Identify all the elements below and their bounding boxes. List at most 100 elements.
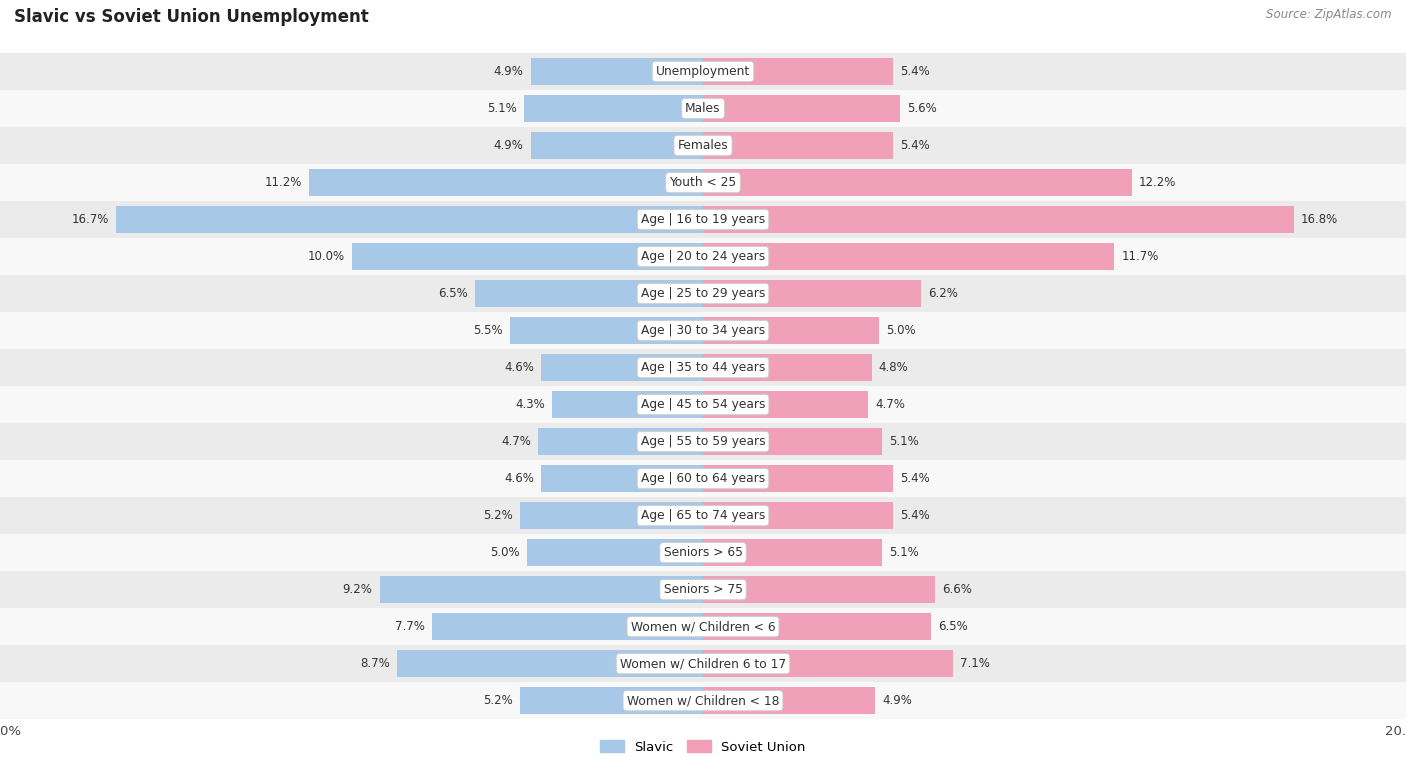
Bar bbox=[537, 428, 703, 455]
Text: 4.9%: 4.9% bbox=[494, 65, 524, 78]
Text: 12.2%: 12.2% bbox=[1139, 176, 1177, 189]
Bar bbox=[398, 650, 703, 677]
Text: 10.0%: 10.0% bbox=[308, 250, 344, 263]
Bar bbox=[0, 682, 1406, 719]
Bar bbox=[703, 613, 932, 640]
Bar bbox=[520, 687, 703, 714]
Text: 16.8%: 16.8% bbox=[1301, 213, 1337, 226]
Text: 5.2%: 5.2% bbox=[484, 694, 513, 707]
Bar bbox=[0, 90, 1406, 127]
Bar bbox=[703, 132, 893, 159]
Text: 5.4%: 5.4% bbox=[900, 139, 929, 152]
Bar bbox=[0, 349, 1406, 386]
Bar bbox=[0, 460, 1406, 497]
Text: 5.1%: 5.1% bbox=[889, 546, 920, 559]
Text: Age | 65 to 74 years: Age | 65 to 74 years bbox=[641, 509, 765, 522]
Bar bbox=[0, 423, 1406, 460]
Bar bbox=[703, 58, 893, 85]
Text: 4.9%: 4.9% bbox=[883, 694, 912, 707]
Text: Seniors > 65: Seniors > 65 bbox=[664, 546, 742, 559]
Text: 4.7%: 4.7% bbox=[875, 398, 905, 411]
Bar bbox=[527, 539, 703, 566]
Bar bbox=[0, 164, 1406, 201]
Text: 4.6%: 4.6% bbox=[505, 361, 534, 374]
Bar bbox=[0, 275, 1406, 312]
Text: 5.5%: 5.5% bbox=[472, 324, 503, 337]
Bar bbox=[309, 170, 703, 196]
Bar bbox=[703, 95, 900, 122]
Text: Age | 45 to 54 years: Age | 45 to 54 years bbox=[641, 398, 765, 411]
Text: 8.7%: 8.7% bbox=[360, 657, 391, 670]
Bar bbox=[0, 201, 1406, 238]
Bar bbox=[0, 608, 1406, 645]
Bar bbox=[0, 386, 1406, 423]
Text: Source: ZipAtlas.com: Source: ZipAtlas.com bbox=[1267, 8, 1392, 20]
Text: 6.5%: 6.5% bbox=[939, 620, 969, 633]
Bar bbox=[703, 687, 875, 714]
Text: 11.7%: 11.7% bbox=[1122, 250, 1159, 263]
Text: 5.0%: 5.0% bbox=[491, 546, 520, 559]
Bar bbox=[0, 53, 1406, 90]
Text: 6.2%: 6.2% bbox=[928, 287, 957, 300]
Text: Males: Males bbox=[685, 102, 721, 115]
Text: 4.6%: 4.6% bbox=[505, 472, 534, 485]
Bar bbox=[510, 317, 703, 344]
Bar bbox=[541, 354, 703, 381]
Text: Age | 35 to 44 years: Age | 35 to 44 years bbox=[641, 361, 765, 374]
Bar bbox=[703, 428, 883, 455]
Bar bbox=[0, 127, 1406, 164]
Text: 5.4%: 5.4% bbox=[900, 472, 929, 485]
Bar bbox=[520, 503, 703, 529]
Bar bbox=[703, 280, 921, 307]
Bar bbox=[703, 576, 935, 603]
Bar bbox=[703, 391, 869, 418]
Text: 6.5%: 6.5% bbox=[437, 287, 467, 300]
Bar bbox=[703, 539, 883, 566]
Text: Seniors > 75: Seniors > 75 bbox=[664, 583, 742, 596]
Bar bbox=[703, 503, 893, 529]
Text: Women w/ Children < 18: Women w/ Children < 18 bbox=[627, 694, 779, 707]
Text: 5.1%: 5.1% bbox=[486, 102, 517, 115]
Text: 4.8%: 4.8% bbox=[879, 361, 908, 374]
Text: 4.3%: 4.3% bbox=[515, 398, 546, 411]
Bar bbox=[703, 243, 1114, 269]
Bar bbox=[380, 576, 703, 603]
Bar bbox=[0, 571, 1406, 608]
Text: 6.6%: 6.6% bbox=[942, 583, 972, 596]
Text: 9.2%: 9.2% bbox=[343, 583, 373, 596]
Text: Females: Females bbox=[678, 139, 728, 152]
Text: 5.6%: 5.6% bbox=[907, 102, 936, 115]
Text: 4.9%: 4.9% bbox=[494, 139, 524, 152]
Bar bbox=[352, 243, 703, 269]
Bar bbox=[524, 95, 703, 122]
Bar bbox=[0, 312, 1406, 349]
Bar bbox=[115, 206, 703, 233]
Text: Age | 60 to 64 years: Age | 60 to 64 years bbox=[641, 472, 765, 485]
Bar bbox=[703, 170, 1132, 196]
Bar bbox=[433, 613, 703, 640]
Bar bbox=[0, 645, 1406, 682]
Text: 5.0%: 5.0% bbox=[886, 324, 915, 337]
Text: Unemployment: Unemployment bbox=[655, 65, 751, 78]
Bar bbox=[531, 58, 703, 85]
Bar bbox=[703, 466, 893, 492]
Bar bbox=[531, 132, 703, 159]
Text: 4.7%: 4.7% bbox=[501, 435, 531, 448]
Bar bbox=[0, 497, 1406, 534]
Bar bbox=[703, 650, 953, 677]
Text: 5.4%: 5.4% bbox=[900, 509, 929, 522]
Text: Women w/ Children < 6: Women w/ Children < 6 bbox=[631, 620, 775, 633]
Bar bbox=[541, 466, 703, 492]
Bar bbox=[703, 354, 872, 381]
Bar bbox=[0, 238, 1406, 275]
Text: 5.4%: 5.4% bbox=[900, 65, 929, 78]
Text: 5.2%: 5.2% bbox=[484, 509, 513, 522]
Text: Women w/ Children 6 to 17: Women w/ Children 6 to 17 bbox=[620, 657, 786, 670]
Bar bbox=[551, 391, 703, 418]
Text: Age | 16 to 19 years: Age | 16 to 19 years bbox=[641, 213, 765, 226]
Bar bbox=[475, 280, 703, 307]
Text: 16.7%: 16.7% bbox=[72, 213, 110, 226]
Text: Youth < 25: Youth < 25 bbox=[669, 176, 737, 189]
Text: 7.7%: 7.7% bbox=[395, 620, 425, 633]
Bar bbox=[0, 534, 1406, 571]
